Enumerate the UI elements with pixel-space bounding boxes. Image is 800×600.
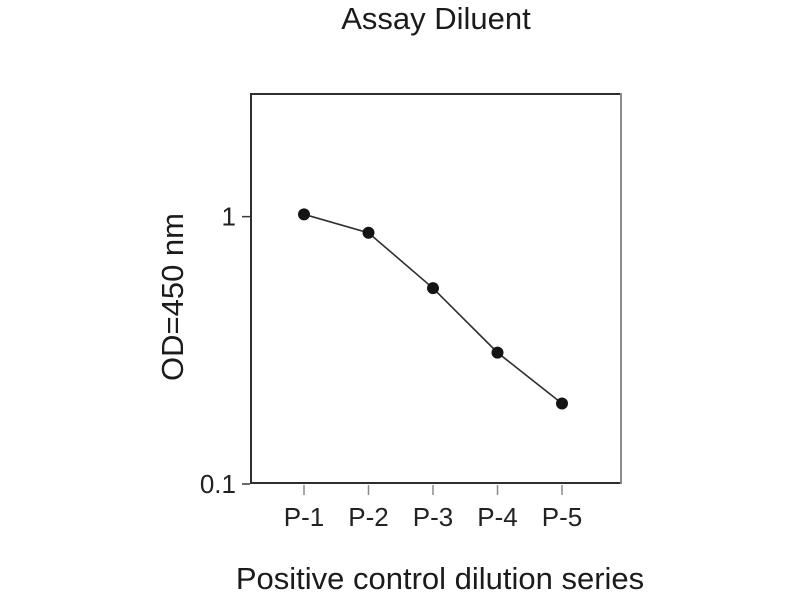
chart-title: Assay Diluent — [341, 1, 531, 36]
x-tick-label: P-4 — [477, 502, 517, 532]
y-tick-label: 0.1 — [200, 469, 236, 499]
y-tick-label: 1 — [222, 202, 236, 232]
data-point — [427, 282, 439, 295]
x-tick-label: P-3 — [413, 502, 453, 532]
x-tick-label: P-2 — [348, 502, 388, 532]
data-point — [556, 397, 568, 410]
data-point — [491, 346, 504, 359]
data-point — [298, 208, 310, 221]
data-point — [362, 226, 375, 239]
x-tick-label: P-1 — [284, 502, 324, 532]
x-axis-label: Positive control dilution series — [235, 561, 645, 596]
x-tick-label: P-5 — [542, 502, 582, 532]
series-line — [303, 213, 563, 405]
